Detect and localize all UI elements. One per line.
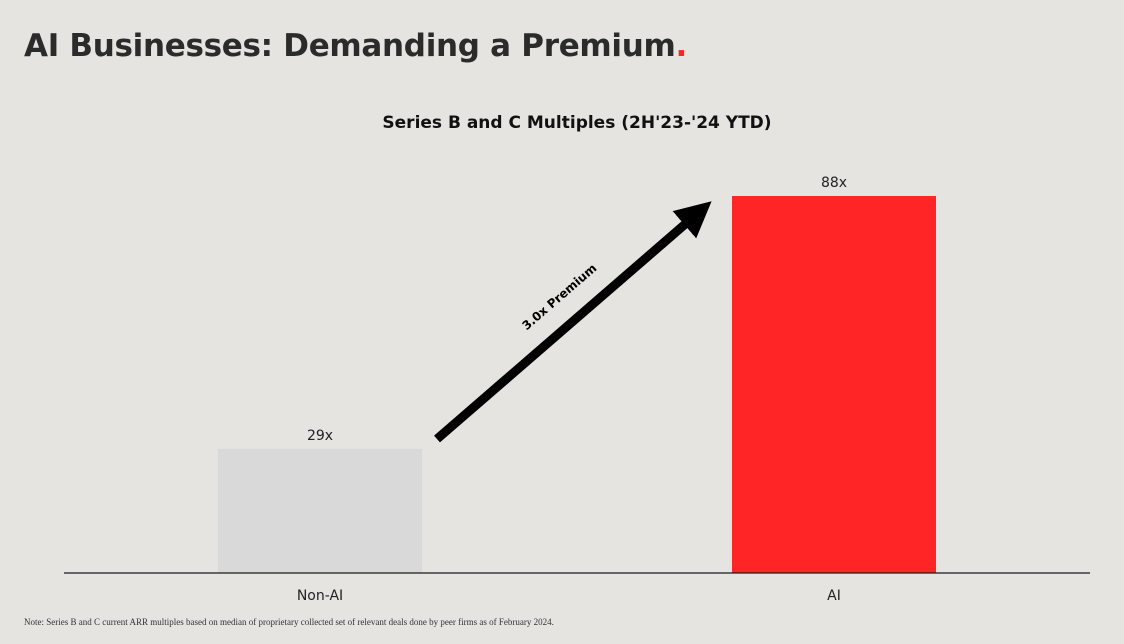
title-accent-dot: . (675, 28, 688, 64)
x-tick-label-ai: AI (827, 588, 841, 604)
data-label-ai: 88x (821, 175, 847, 191)
x-tick-label-non-ai: Non-AI (297, 588, 343, 604)
premium-annotation-label: 3.0x Premium (519, 261, 599, 333)
bar-non-ai (218, 448, 422, 573)
page-title-text: AI Businesses: Demanding a Premium (24, 28, 676, 64)
chart-title: Series B and C Multiples (2H'23-'24 YTD) (382, 113, 772, 133)
footnote: Note: Series B and C current ARR multipl… (24, 617, 554, 627)
data-label-non-ai: 29x (307, 428, 333, 444)
bars-group: 29x Non-AI 88x AI (218, 175, 936, 604)
premium-annotation: 3.0x Premium (434, 201, 712, 443)
bar-ai (732, 196, 936, 573)
premium-arrow (434, 201, 712, 443)
page-title: AI Businesses: Demanding a Premium. (24, 28, 687, 64)
